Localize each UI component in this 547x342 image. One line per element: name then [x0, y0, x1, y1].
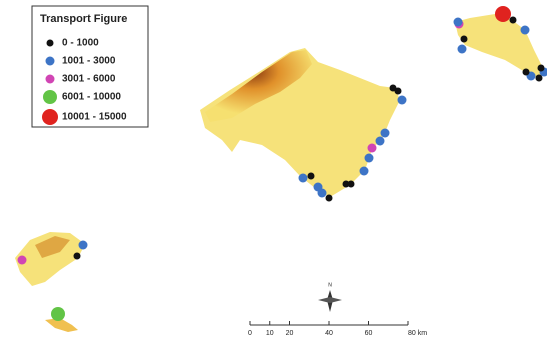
scale-label: 40: [325, 330, 333, 337]
legend-label: 3001 - 6000: [62, 74, 116, 85]
compass-ew: [318, 297, 342, 303]
legend-label: 1001 - 3000: [62, 56, 116, 67]
scale-label: 20: [286, 330, 294, 337]
transport-point: [536, 75, 543, 82]
transport-point: [521, 26, 530, 35]
transport-point: [461, 36, 468, 43]
transport-point: [395, 88, 402, 95]
transport-point: [376, 137, 385, 146]
formentera: [45, 318, 78, 332]
legend: Transport Figure 0 - 1000 1001 - 3000 3001…: [32, 6, 148, 127]
transport-point: [18, 256, 27, 265]
transport-point: [318, 189, 327, 198]
transport-point: [51, 307, 65, 321]
compass: N: [318, 282, 342, 312]
transport-point: [308, 173, 315, 180]
legend-swatch: [46, 57, 55, 66]
transport-point: [326, 195, 333, 202]
transport-point: [398, 96, 407, 105]
map: Transport Figure 0 - 1000 1001 - 3000 3001…: [0, 0, 547, 342]
legend-label: 6001 - 10000: [62, 92, 121, 103]
transport-point: [299, 174, 308, 183]
transport-point: [523, 69, 530, 76]
transport-point: [495, 6, 511, 22]
legend-swatch: [46, 75, 55, 84]
scale-label: 10: [266, 330, 274, 337]
scale-label: 0: [248, 330, 252, 337]
legend-label: 10001 - 15000: [62, 112, 127, 123]
transport-point: [365, 154, 374, 163]
legend-swatch: [43, 90, 57, 104]
north-label: N: [328, 282, 332, 288]
transport-point: [458, 45, 467, 54]
scale-label: 60: [365, 330, 373, 337]
transport-point: [381, 129, 390, 138]
scale-bar: 0 10 20 40 60 80 km: [248, 321, 427, 337]
transport-point: [538, 65, 545, 72]
transport-point: [368, 144, 377, 153]
transport-point: [348, 181, 355, 188]
scale-label: 80 km: [408, 330, 427, 337]
legend-title: Transport Figure: [40, 13, 127, 25]
legend-swatch: [47, 40, 54, 47]
legend-swatch: [42, 109, 58, 125]
legend-label: 0 - 1000: [62, 38, 99, 49]
transport-point: [510, 17, 517, 24]
menorca: [455, 14, 544, 78]
transport-point: [360, 167, 369, 176]
transport-point: [79, 241, 88, 250]
transport-point: [74, 253, 81, 260]
transport-point: [454, 18, 463, 27]
